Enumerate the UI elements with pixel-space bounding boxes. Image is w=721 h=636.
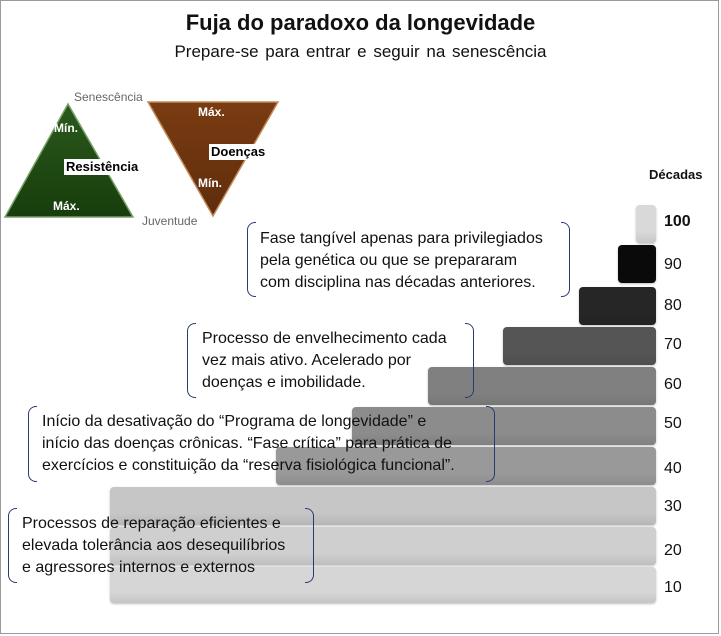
resistance-min-label: Mín. bbox=[54, 121, 78, 135]
note-line: com disciplina nas décadas anteriores. bbox=[260, 274, 536, 291]
note-line: exercícios e constituição da “reserva fi… bbox=[42, 457, 455, 474]
decade-label-10: 10 bbox=[664, 579, 682, 596]
note-line: Processos de reparação eficientes e bbox=[22, 515, 281, 532]
resistance-max-label: Máx. bbox=[53, 199, 80, 213]
note-bracket-right bbox=[465, 323, 474, 398]
diagram-title: Fuja do paradoxo da longevidade bbox=[185, 10, 536, 35]
diseases-min-label: Mín. bbox=[198, 176, 222, 190]
note-line: Fase tangível apenas para privilegiados bbox=[260, 230, 543, 247]
note-line: Início da desativação do “Programa de lo… bbox=[42, 413, 427, 430]
decade-label-80: 80 bbox=[664, 297, 682, 314]
note-repair-processes: Processos de reparação eficientes e elev… bbox=[22, 513, 285, 579]
note-bracket-left bbox=[187, 323, 196, 398]
decade-label-70: 70 bbox=[664, 336, 682, 353]
note-bracket-right bbox=[561, 222, 570, 297]
decade-label-50: 50 bbox=[664, 415, 682, 432]
decade-bar-40 bbox=[276, 447, 656, 485]
diagram-subtitle: Prepare-se para entrar e seguir na senes… bbox=[174, 42, 547, 61]
decade-label-20: 20 bbox=[664, 542, 682, 559]
note-line: pela genética ou que se prepararam bbox=[260, 252, 518, 269]
youth-label: Juventude bbox=[142, 214, 198, 228]
note-bracket-right bbox=[486, 406, 495, 482]
decade-bar-20 bbox=[110, 527, 656, 565]
decade-bar-10 bbox=[110, 567, 656, 603]
note-line: doenças e imobilidade. bbox=[202, 374, 366, 391]
decade-label-90: 90 bbox=[664, 256, 682, 273]
diseases-max-label: Máx. bbox=[198, 105, 225, 119]
note-bracket-right bbox=[305, 508, 314, 583]
decade-label-60: 60 bbox=[664, 376, 682, 393]
decade-bar-80 bbox=[579, 287, 656, 325]
note-critical-phase: Início da desativação do “Programa de lo… bbox=[42, 411, 455, 477]
note-bracket-left bbox=[28, 406, 37, 482]
senescence-label: Senescência bbox=[74, 90, 143, 104]
note-privileged-phase: Fase tangível apenas para privilegiados … bbox=[260, 228, 543, 294]
note-bracket-left bbox=[247, 222, 256, 297]
resistance-label: Resistência bbox=[64, 159, 141, 175]
note-line: Processo de envelhecimento cada bbox=[202, 330, 447, 347]
note-bracket-left bbox=[8, 508, 17, 583]
decades-header: Décadas bbox=[649, 167, 703, 182]
note-line: vez mais ativo. Acelerado por bbox=[202, 352, 411, 369]
diseases-label: Doenças bbox=[209, 144, 268, 160]
decade-bar-70 bbox=[503, 327, 656, 365]
decade-label-100: 100 bbox=[664, 213, 691, 230]
decade-label-30: 30 bbox=[664, 498, 682, 515]
note-line: e agressores internos e externos bbox=[22, 559, 256, 576]
decade-bar-60 bbox=[428, 367, 656, 405]
decade-bar-90 bbox=[618, 245, 656, 283]
decade-label-40: 40 bbox=[664, 460, 682, 477]
decade-bar-50 bbox=[352, 407, 656, 445]
note-line: elevada tolerância aos desequilíbrios bbox=[22, 537, 286, 554]
note-aging-process: Processo de envelhecimento cada vez mais… bbox=[202, 328, 447, 394]
note-line: início das doenças crônicas. “Fase críti… bbox=[42, 435, 452, 452]
decade-bar-30 bbox=[110, 487, 656, 525]
decade-bar-100 bbox=[636, 205, 656, 243]
